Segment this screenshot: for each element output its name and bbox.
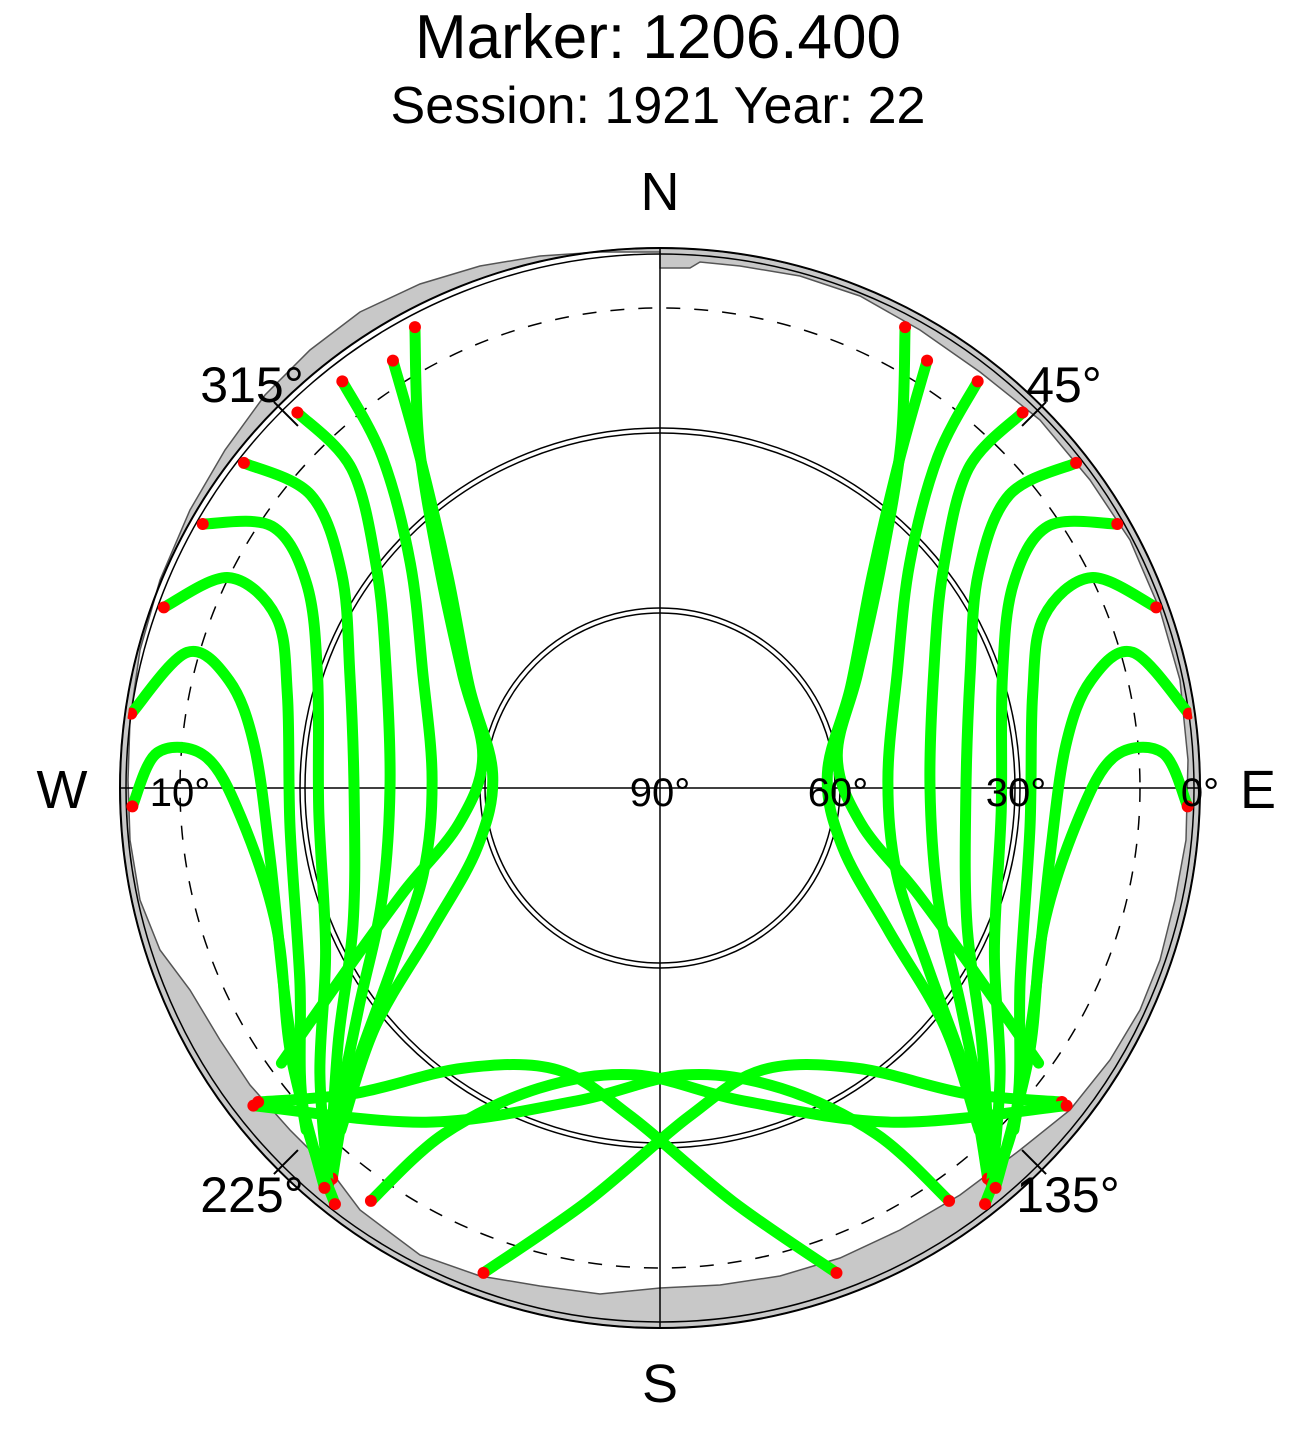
low-elevation-point [1150, 601, 1163, 614]
low-elevation-point [252, 1095, 265, 1108]
low-elevation-point [989, 1181, 1002, 1194]
satellite-track-pass-ne-2 [821, 355, 985, 1136]
satellite-track-pass-ne-6 [986, 515, 1123, 1189]
west-label: W [37, 760, 88, 820]
satellite-track-pass-ne-4 [924, 407, 1029, 1131]
low-elevation-point [126, 800, 139, 813]
satellite-track-pass-nw-3 [326, 375, 438, 1185]
azimuth-label-135: 135° [1016, 1167, 1119, 1223]
azimuth-tick-45 [1021, 401, 1047, 427]
chart-title: Marker: 1206.400 [415, 3, 901, 72]
azimuth-tick-225 [273, 1149, 299, 1175]
azimuth-tick-135 [1021, 1149, 1047, 1175]
axis-labels: N S E W 45° 135° 225° 315° 0° 30° 60° 90… [37, 162, 1277, 1414]
elevation-label-30: 30° [986, 771, 1047, 815]
low-elevation-point [196, 518, 209, 530]
low-elevation-point [336, 375, 349, 388]
satellite-track-pass-s-3 [252, 1059, 842, 1279]
elevation-label-90: 90° [630, 771, 691, 815]
low-elevation-point [1070, 456, 1083, 469]
azimuth-ticks [273, 401, 1047, 1175]
elevation-label-10: 10° [150, 771, 211, 815]
satellite-track-pass-s-4 [365, 1069, 1073, 1207]
azimuth-tick-315 [273, 401, 299, 427]
satellite-track-pass-nw-4 [291, 407, 396, 1131]
low-elevation-point [1016, 406, 1029, 419]
azimuth-label-315: 315° [200, 357, 303, 413]
low-elevation-point [364, 1194, 377, 1207]
east-label: E [1240, 760, 1276, 820]
low-elevation-point [1060, 1099, 1073, 1112]
satellite-track-pass-s-1 [478, 1059, 1068, 1279]
south-label: S [642, 1354, 678, 1414]
low-elevation-point [921, 354, 934, 367]
low-elevation-point [1181, 800, 1194, 813]
low-elevation-point [979, 1198, 992, 1211]
satellite-track-pass-ne-3 [882, 375, 994, 1185]
satellite-track-pass-nw-5 [238, 457, 361, 1160]
satellite-track-pass-nw-2 [335, 355, 499, 1136]
low-elevation-point [943, 1194, 956, 1207]
azimuth-label-225: 225° [200, 1167, 303, 1223]
low-elevation-point [1111, 518, 1124, 530]
low-elevation-point [237, 456, 250, 469]
low-elevation-point [328, 1198, 341, 1211]
low-elevation-point [971, 375, 984, 388]
low-elevation-point [386, 354, 399, 367]
north-label: N [641, 162, 680, 222]
satellite-tracks [125, 321, 1195, 1279]
low-elevation-point [830, 1266, 843, 1279]
low-elevation-point [408, 321, 421, 334]
chart-subtitle: Session: 1921 Year: 22 [390, 77, 926, 135]
satellite-track-pass-nw-9 [126, 741, 330, 1194]
elevation-label-60: 60° [808, 771, 869, 815]
satellite-track-pass-ne-5 [959, 457, 1082, 1160]
azimuth-label-45: 45° [1026, 357, 1102, 413]
low-elevation-point [899, 321, 912, 334]
elevation-label-0: 0° [1181, 771, 1219, 815]
low-elevation-point [477, 1266, 490, 1279]
low-elevation-point [318, 1181, 331, 1194]
satellite-track-pass-nw-6 [197, 515, 334, 1189]
satellite-track-pass-ne-9 [990, 741, 1194, 1194]
low-elevation-point [291, 406, 304, 419]
low-elevation-point [157, 601, 170, 614]
